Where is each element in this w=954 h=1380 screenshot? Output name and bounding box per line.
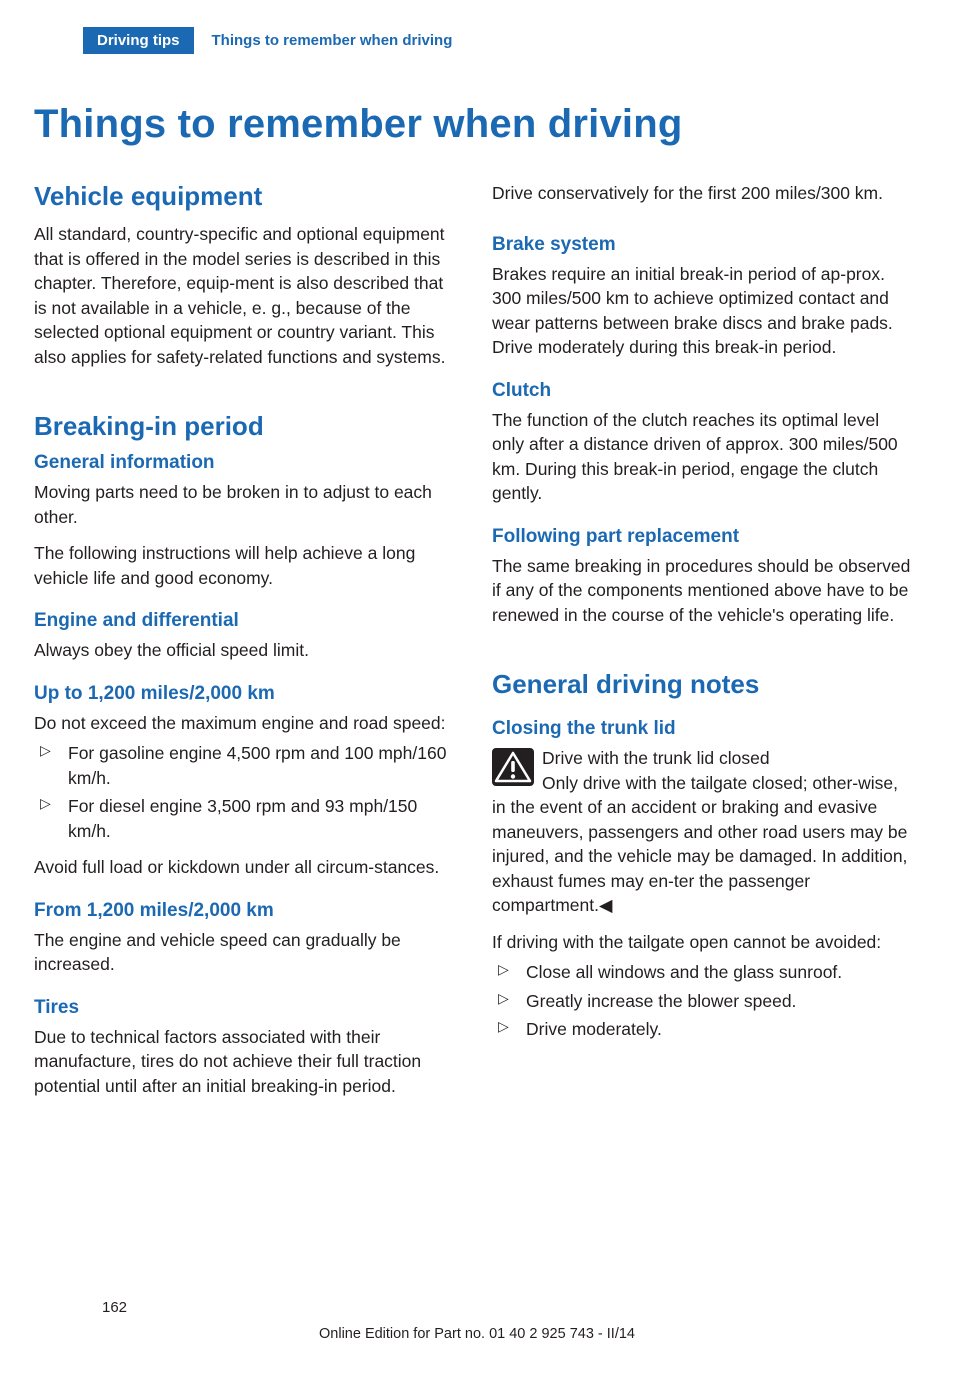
paragraph: If driving with the tailgate open cannot… <box>492 930 916 955</box>
subheading-clutch: Clutch <box>492 380 916 402</box>
page-title: Things to remember when driving <box>34 102 954 147</box>
subheading-brake-system: Brake system <box>492 234 916 256</box>
subheading-tires: Tires <box>34 997 458 1019</box>
paragraph: Only drive with the tailgate closed; oth… <box>492 773 907 916</box>
paragraph: The engine and vehicle speed can gradual… <box>34 928 458 977</box>
subheading-general-info: General information <box>34 452 458 474</box>
paragraph: The same breaking in procedures should b… <box>492 554 916 628</box>
column-right: Drive conservatively for the first 200 m… <box>492 181 916 1110</box>
paragraph: Moving parts need to be broken in to adj… <box>34 480 458 529</box>
paragraph: Drive conservatively for the first 200 m… <box>492 181 916 206</box>
warning-title: Drive with the trunk lid closed <box>542 748 770 768</box>
content-columns: Vehicle equipment All standard, country-… <box>0 181 954 1110</box>
paragraph: All standard, country-specific and optio… <box>34 222 458 369</box>
list-item: For diesel engine 3,500 rpm and 93 mph/1… <box>34 794 458 843</box>
bullet-list: Close all windows and the glass sunroof.… <box>492 960 916 1042</box>
list-item: Drive moderately. <box>492 1017 916 1042</box>
list-item: For gasoline engine 4,500 rpm and 100 mp… <box>34 741 458 790</box>
column-left: Vehicle equipment All standard, country-… <box>34 181 458 1110</box>
paragraph: Brakes require an initial break-in perio… <box>492 262 916 360</box>
paragraph: The following instructions will help ach… <box>34 541 458 590</box>
page-number: 162 <box>102 1299 127 1316</box>
page-footer: 162 Online Edition for Part no. 01 40 2 … <box>0 1326 954 1342</box>
subheading-up-to: Up to 1,200 miles/2,000 km <box>34 683 458 705</box>
list-item: Greatly increase the blower speed. <box>492 989 916 1014</box>
footer-edition-line: Online Edition for Part no. 01 40 2 925 … <box>0 1326 954 1342</box>
subheading-engine-diff: Engine and differential <box>34 610 458 632</box>
warning-icon <box>492 748 534 786</box>
paragraph: Due to technical factors associated with… <box>34 1025 458 1099</box>
header-bar: Driving tips Things to remember when dri… <box>0 26 954 54</box>
heading-breaking-in: Breaking-in period <box>34 411 458 442</box>
header-breadcrumb: Things to remember when driving <box>212 32 453 49</box>
list-item: Close all windows and the glass sunroof. <box>492 960 916 985</box>
subheading-following-replacement: Following part replacement <box>492 526 916 548</box>
paragraph: The function of the clutch reaches its o… <box>492 408 916 506</box>
paragraph: Always obey the official speed limit. <box>34 638 458 663</box>
subheading-from: From 1,200 miles/2,000 km <box>34 900 458 922</box>
heading-vehicle-equipment: Vehicle equipment <box>34 181 458 212</box>
paragraph: Avoid full load or kickdown under all ci… <box>34 855 458 880</box>
bullet-list: For gasoline engine 4,500 rpm and 100 mp… <box>34 741 458 843</box>
warning-block: Drive with the trunk lid closed Only dri… <box>492 746 916 918</box>
header-section-tab: Driving tips <box>83 27 194 54</box>
heading-general-driving-notes: General driving notes <box>492 669 916 700</box>
subheading-closing-trunk: Closing the trunk lid <box>492 718 916 740</box>
paragraph: Do not exceed the maximum engine and roa… <box>34 711 458 736</box>
